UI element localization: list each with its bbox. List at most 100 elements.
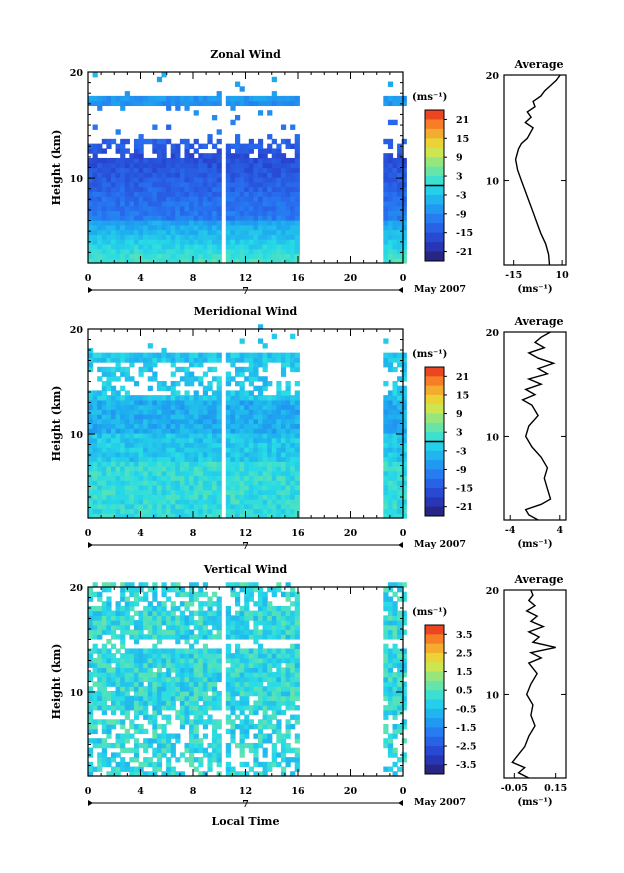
heatmap-cell	[110, 366, 117, 373]
heatmap-cell	[115, 100, 121, 107]
heatmap-cell	[189, 733, 195, 739]
heatmap-cell	[253, 653, 259, 659]
heatmap-cell	[276, 719, 282, 725]
heatmap-cell	[166, 513, 172, 519]
heatmap-cell	[271, 414, 277, 420]
heatmap-cell	[101, 186, 107, 192]
heatmap-cell	[212, 114, 218, 121]
heatmap-cell	[120, 181, 126, 188]
heatmap-cell	[225, 503, 231, 510]
heatmap-cell	[212, 690, 218, 697]
heatmap-cell	[133, 591, 140, 598]
heatmap-cell	[276, 752, 282, 758]
heatmap-cell	[120, 404, 126, 410]
heatmap-cell	[212, 738, 218, 744]
heatmap-cell	[175, 503, 181, 510]
colorbar-swatch	[425, 497, 444, 508]
heatmap-cell	[392, 672, 398, 678]
heatmap-cell	[133, 191, 140, 197]
heatmap-cell	[387, 605, 394, 612]
heatmap-cell	[129, 210, 135, 216]
heatmap-cell	[101, 167, 107, 173]
heatmap-cell	[120, 239, 126, 245]
heatmap-cell	[101, 695, 107, 701]
heatmap-cell	[267, 191, 273, 197]
heatmap-cell	[193, 747, 199, 753]
heatmap-cell	[401, 100, 407, 107]
heatmap-cell	[253, 362, 259, 368]
heatmap-cell	[235, 484, 241, 491]
heatmap-cell	[110, 672, 117, 678]
heatmap-cell	[253, 357, 259, 363]
heatmap-cell	[133, 686, 140, 692]
heatmap-cell	[285, 447, 291, 453]
heatmap-cell	[216, 724, 222, 730]
heatmap-cell	[124, 423, 130, 429]
heatmap-cell	[401, 423, 407, 429]
date-axis-arrow-left	[88, 800, 93, 806]
heatmap-cell	[198, 253, 204, 259]
heatmap-cell	[235, 186, 241, 192]
heatmap-cell	[212, 437, 218, 444]
heatmap-cell	[198, 220, 204, 226]
heatmap-cell	[225, 657, 231, 664]
heatmap-cell	[184, 220, 190, 226]
heatmap-cell	[212, 719, 218, 725]
heatmap-cell	[383, 695, 389, 701]
heatmap-cell	[294, 752, 300, 758]
heatmap-cell	[285, 582, 291, 588]
heatmap-cell	[138, 432, 144, 439]
heatmap-cell	[383, 357, 389, 363]
heatmap-cell	[179, 489, 186, 495]
heatmap-cell	[106, 385, 112, 392]
heatmap-cell	[110, 494, 117, 500]
heatmap-cell	[193, 672, 199, 678]
heatmap-cell	[106, 638, 112, 645]
heatmap-cell	[166, 138, 172, 145]
heatmap-cell	[392, 399, 398, 406]
heatmap-cell	[392, 475, 398, 481]
heatmap-cell	[161, 681, 167, 687]
heatmap-cell	[244, 466, 250, 472]
heatmap-cell	[253, 456, 259, 462]
heatmap-cell	[383, 352, 389, 358]
heatmap-cell	[239, 480, 245, 486]
heatmap-cell	[294, 714, 300, 720]
x-tick-label: 20	[344, 273, 358, 284]
heatmap-cell	[92, 253, 98, 259]
heatmap-cell	[262, 724, 268, 730]
heatmap-cell	[392, 508, 398, 514]
heatmap-cell	[124, 648, 130, 654]
heatmap-cell	[189, 461, 195, 467]
heatmap-cell	[115, 475, 121, 481]
heatmap-cell	[193, 248, 199, 255]
heatmap-cell	[257, 200, 264, 207]
heatmap-cell	[392, 494, 398, 500]
heatmap-cell	[170, 513, 176, 519]
heatmap-cell	[230, 709, 236, 716]
heatmap-cell	[290, 200, 296, 207]
heatmap-cell	[257, 742, 264, 749]
heatmap-cell	[179, 258, 186, 264]
heatmap-cell	[239, 615, 245, 621]
heatmap-cell	[202, 489, 209, 495]
heatmap-cell	[294, 243, 300, 250]
heatmap-cell	[179, 220, 186, 226]
heatmap-cell	[175, 409, 181, 415]
heatmap-cell	[97, 456, 103, 462]
heatmap-cell	[383, 186, 389, 192]
heatmap-cell	[212, 442, 218, 448]
heatmap-cell	[179, 620, 186, 626]
heatmap-cell	[294, 205, 300, 212]
heatmap-cell	[115, 738, 121, 744]
heatmap-cell	[280, 747, 287, 753]
heatmap-cell	[248, 447, 254, 453]
heatmap-cell	[387, 629, 394, 635]
heatmap-cell	[106, 513, 112, 519]
heatmap-cell	[170, 610, 176, 616]
x-tick-label: 16	[291, 786, 305, 797]
heatmap-cell	[138, 143, 144, 150]
heatmap-cell	[285, 466, 291, 472]
heatmap-cell	[235, 643, 241, 650]
heatmap-cell	[267, 110, 273, 116]
